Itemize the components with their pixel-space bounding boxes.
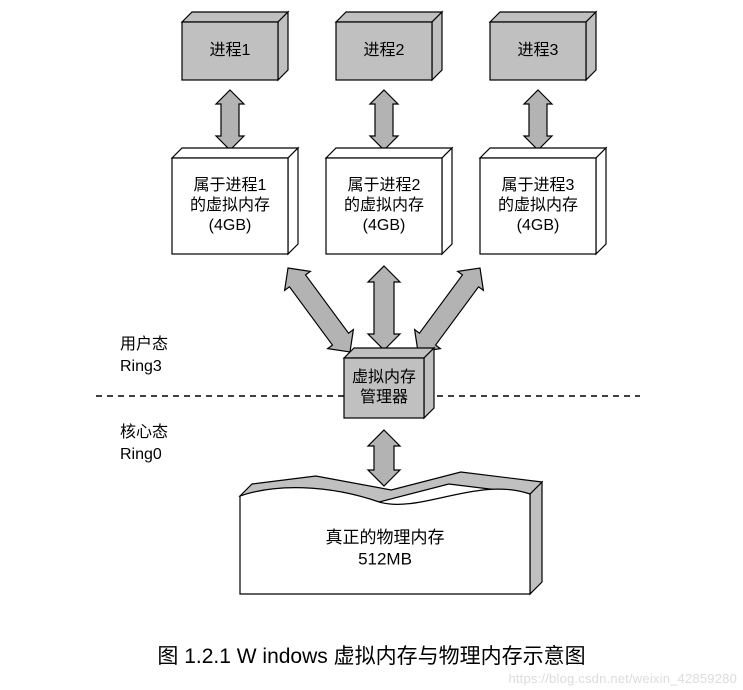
svg-text:512MB: 512MB xyxy=(358,549,412,568)
node-proc3: 进程3 xyxy=(490,12,596,80)
svg-text:(4GB): (4GB) xyxy=(209,217,252,234)
svg-text:虚拟内存: 虚拟内存 xyxy=(352,368,416,386)
kernel-mode-line2: Ring0 xyxy=(120,446,162,463)
svg-text:的虚拟内存: 的虚拟内存 xyxy=(190,196,270,214)
node-phys: 真正的物理内存 512MB xyxy=(240,472,542,594)
kernel-mode-label: 核心态 Ring0 xyxy=(120,422,168,465)
node-proc2: 进程2 xyxy=(336,12,442,80)
svg-text:进程1: 进程1 xyxy=(210,41,251,59)
svg-text:管理器: 管理器 xyxy=(360,388,408,406)
node-proc1: 进程1 xyxy=(182,12,288,80)
svg-text:属于进程3: 属于进程3 xyxy=(502,176,575,194)
node-vm1: 属于进程1 的虚拟内存 (4GB) xyxy=(172,148,298,254)
svg-text:属于进程1: 属于进程1 xyxy=(194,176,267,194)
node-mgr: 虚拟内存管理器 xyxy=(344,348,434,418)
svg-text:(4GB): (4GB) xyxy=(517,217,560,234)
svg-text:(4GB): (4GB) xyxy=(363,217,406,234)
svg-text:真正的物理内存: 真正的物理内存 xyxy=(326,528,445,547)
user-mode-line2: Ring3 xyxy=(120,358,162,375)
svg-text:进程3: 进程3 xyxy=(518,41,559,59)
diagram-canvas: 进程1进程2进程3属于进程1的虚拟内存(4GB)属于进程2的虚拟内存(4GB)属… xyxy=(0,0,743,690)
node-vm2: 属于进程2 的虚拟内存 (4GB) xyxy=(326,148,452,254)
user-mode-line1: 用户态 xyxy=(120,336,168,353)
kernel-mode-line1: 核心态 xyxy=(120,424,168,441)
node-vm3: 属于进程3 的虚拟内存 (4GB) xyxy=(480,148,606,254)
svg-text:的虚拟内存: 的虚拟内存 xyxy=(498,196,578,214)
figure-caption: 图 1.2.1 W indows 虚拟内存与物理内存示意图 xyxy=(0,640,743,670)
user-mode-label: 用户态 Ring3 xyxy=(120,334,168,377)
svg-text:的虚拟内存: 的虚拟内存 xyxy=(344,196,424,214)
svg-text:进程2: 进程2 xyxy=(364,41,405,59)
svg-text:属于进程2: 属于进程2 xyxy=(348,176,421,194)
source-watermark: https://blog.csdn.net/weixin_42859280 xyxy=(508,671,737,686)
